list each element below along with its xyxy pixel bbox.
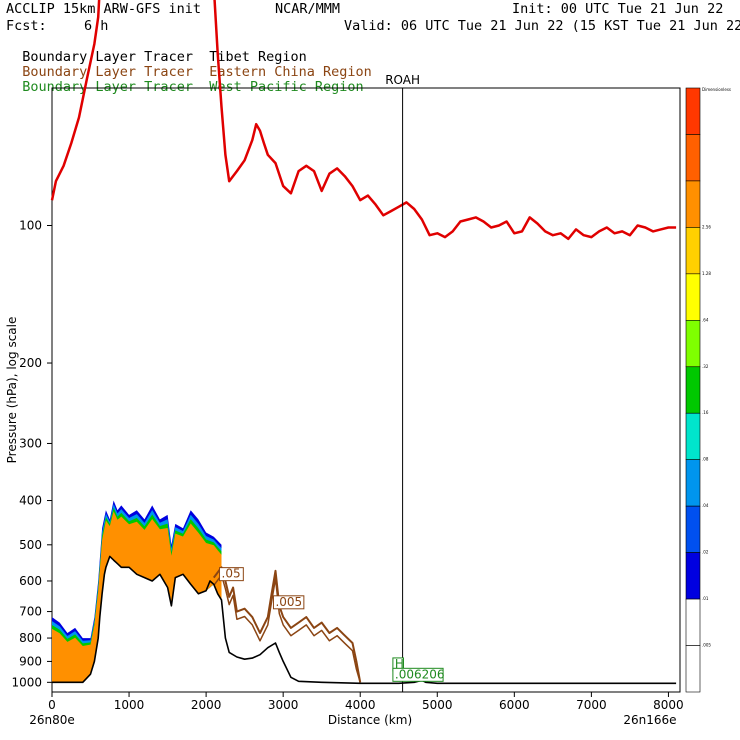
- eastern-china-line: [212, 566, 362, 683]
- y-tick-label: 200: [19, 356, 42, 370]
- annotation-box: [219, 567, 244, 582]
- colorbar-segment: [685, 459, 701, 507]
- colorbar-segment: [685, 412, 701, 460]
- legend-label: Boundary Layer Tracer: [22, 49, 193, 65]
- colorbar-segment: [685, 552, 701, 600]
- colorbar-segment: [685, 180, 701, 228]
- eastern-china-line: [213, 574, 361, 683]
- legend-region: West Pacific Region: [209, 79, 364, 95]
- x-tick-label: 0: [48, 698, 56, 712]
- colorbar-segment: [685, 366, 701, 414]
- annotation-label: H: [395, 657, 404, 671]
- tibet-line: [52, 555, 677, 685]
- colorbar-level-label: .16: [702, 410, 709, 415]
- colorbar-level-label: .64: [702, 317, 709, 322]
- valid-time: Valid: 06 UTC Tue 21 Jun 22 (15 KST Tue …: [344, 18, 740, 34]
- y-tick-label: 1000: [11, 675, 42, 689]
- tropopause-line: [50, 0, 101, 201]
- legend-entry: Boundary Layer Tracer Tibet Region: [6, 36, 307, 64]
- annotation-box: [272, 595, 305, 610]
- colorbar-level-label: 2.56: [702, 224, 711, 229]
- x-tick-label: 5000: [422, 698, 453, 712]
- colorbar-level-label: 1.28: [702, 271, 711, 276]
- y-tick-label: 300: [19, 436, 42, 450]
- legend-entry: Boundary Layer Tracer West Pacific Regio…: [6, 66, 364, 95]
- annotation-label: .05: [222, 567, 241, 581]
- x-tick-label: 4000: [345, 698, 376, 712]
- fcst-value: 6 h: [84, 18, 109, 34]
- y-axis-label: Pressure (hPa), log scale: [5, 317, 19, 464]
- x-tick-label: 2000: [191, 698, 222, 712]
- legend-region: Eastern China Region: [209, 64, 372, 80]
- colorbar-level-label: .01: [702, 596, 709, 601]
- legend-label: Boundary Layer Tracer: [22, 64, 193, 80]
- fcst-label: Fcst:: [6, 18, 47, 34]
- x-tick-label: 1000: [114, 698, 145, 712]
- colorbar-title: Dimensionless: [702, 87, 731, 92]
- colorbar-segment: [685, 227, 701, 275]
- colorbar-level-label: .08: [702, 457, 709, 462]
- colorbar-segment: [685, 645, 701, 693]
- annotation-box: [392, 667, 444, 682]
- y-tick-label: 100: [19, 219, 42, 233]
- y-tick-label: 700: [19, 605, 42, 619]
- init-time: Init: 00 UTC Tue 21 Jun 22: [512, 1, 724, 17]
- colorbar-segment: [685, 134, 701, 182]
- colorbar-level-label: .005: [702, 643, 711, 648]
- end-location-label: 26n166e: [623, 713, 676, 727]
- colorbar-level-label: .02: [702, 550, 709, 555]
- y-tick-label: 800: [19, 631, 42, 645]
- y-tick-label: 400: [19, 494, 42, 508]
- legend-region: Tibet Region: [209, 49, 307, 65]
- plot-frame: [51, 87, 681, 693]
- x-tick-label: 7000: [576, 698, 607, 712]
- org-label: NCAR/MMM: [275, 1, 341, 17]
- x-tick-label: 6000: [499, 698, 530, 712]
- colorbar-segment: [685, 273, 701, 321]
- legend-entry: Boundary Layer Tracer Eastern China Regi…: [6, 51, 372, 79]
- legend-label: Boundary Layer Tracer: [22, 79, 193, 95]
- roah-marker-label: ROAH: [385, 73, 420, 87]
- y-tick-label: 600: [19, 574, 42, 588]
- annotation-label: .006206: [395, 667, 445, 681]
- y-tick-label: 900: [19, 654, 42, 668]
- tropopause-line: [213, 0, 677, 241]
- colorbar-segment: [685, 87, 701, 135]
- annotation-label: .005: [275, 595, 302, 609]
- colorbar-level-label: .32: [702, 364, 709, 369]
- start-location-label: 26n80e: [29, 713, 75, 727]
- x-axis-label: Distance (km): [328, 713, 412, 727]
- colorbar-level-label: .04: [702, 503, 709, 508]
- x-tick-label: 8000: [653, 698, 684, 712]
- colorbar-segment: [685, 505, 701, 553]
- model-title: ACCLIP 15km ARW-GFS init: [6, 1, 202, 17]
- colorbar-segment: [685, 598, 701, 646]
- y-tick-label: 500: [19, 538, 42, 552]
- tracer-band: [52, 511, 222, 683]
- x-tick-label: 3000: [268, 698, 299, 712]
- colorbar-segment: [685, 320, 701, 368]
